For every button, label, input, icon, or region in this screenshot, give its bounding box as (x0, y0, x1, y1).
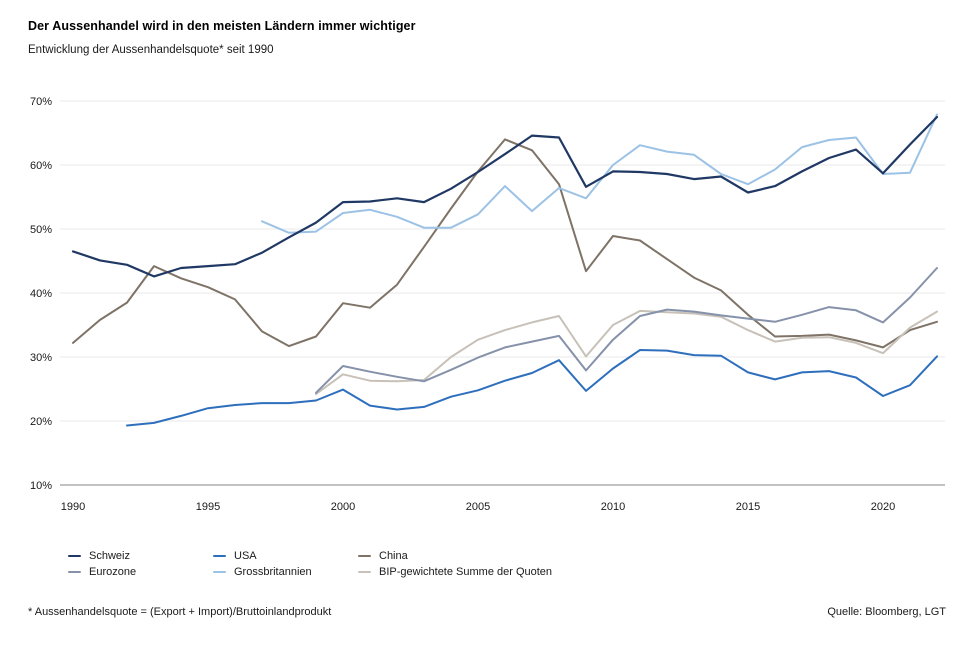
legend-item-eurozone: Eurozone (68, 564, 213, 580)
y-axis-tick-label: 30% (30, 352, 52, 364)
y-axis-tick-label: 20% (30, 416, 52, 428)
legend-column: China BIP-gewichtete Summe der Quoten (358, 548, 552, 580)
x-axis-tick-label: 2015 (736, 501, 760, 513)
legend-label: China (379, 550, 408, 562)
series-line-eurozone (315, 267, 938, 394)
legend-swatch-eurozone (68, 571, 81, 573)
legend-item-grossbritannien: Grossbritannien (213, 564, 358, 580)
legend-item-schweiz: Schweiz (68, 548, 213, 564)
y-axis-tick-label: 10% (30, 480, 52, 492)
x-axis-tick-label: 1995 (196, 501, 220, 513)
legend-label: Schweiz (89, 550, 130, 562)
legend-label: Eurozone (89, 566, 137, 578)
series-line-china (72, 138, 938, 349)
footnote: * Aussenhandelsquote = (Export + Import)… (28, 606, 332, 618)
y-axis-tick-label: 40% (30, 288, 52, 300)
legend-column: USA Grossbritannien (213, 548, 358, 580)
legend-label: USA (234, 550, 257, 562)
y-axis-tick-label: 50% (30, 224, 52, 236)
x-axis-tick-label: 2000 (331, 501, 355, 513)
y-axis-tick-label: 60% (30, 160, 52, 172)
legend-label: Grossbritannien (234, 566, 312, 578)
legend-item-china: China (358, 548, 503, 564)
page-title: Der Aussenhandel wird in den meisten Län… (28, 19, 416, 33)
series-line-schweiz (71, 115, 939, 278)
legend-label: BIP-gewichtete Summe der Quoten (379, 566, 553, 578)
series-line-bip-gewichtete-summe-der-quoten (315, 309, 938, 396)
y-axis-tick-label: 70% (30, 96, 52, 108)
x-axis-tick-label: 2010 (601, 501, 625, 513)
legend-swatch-schweiz (68, 555, 81, 557)
legend-swatch-china (358, 555, 371, 557)
legend-item-bip-gewichtete-summe-der-quoten: BIP-gewichtete Summe der Quoten (358, 564, 552, 580)
legend-item-usa: USA (213, 548, 358, 564)
legend-swatch-grossbritannien (213, 571, 226, 573)
legend-column: Schweiz Eurozone (68, 548, 213, 580)
series-line-grossbritannien (261, 113, 938, 234)
page-subtitle: Entwicklung der Aussenhandelsquote* seit… (28, 44, 274, 56)
series-line-usa (126, 349, 938, 427)
trade-ratio-line-chart: 70% 60% 50% 40% 30% 20% 10% 1990 1995 2000 2005 201… (30, 96, 945, 513)
x-axis-tick-label: 2020 (871, 501, 895, 513)
source-label: Quelle: Bloomberg, LGT (827, 606, 946, 618)
chart-legend: Schweiz Eurozone USA Grossbritannien China BI… (68, 548, 552, 580)
legend-swatch-usa (213, 555, 226, 557)
legend-swatch-bip-gewichtete-summe-der-quoten (358, 571, 371, 573)
x-axis-tick-label: 1990 (61, 501, 85, 513)
x-axis-tick-label: 2005 (466, 501, 490, 513)
